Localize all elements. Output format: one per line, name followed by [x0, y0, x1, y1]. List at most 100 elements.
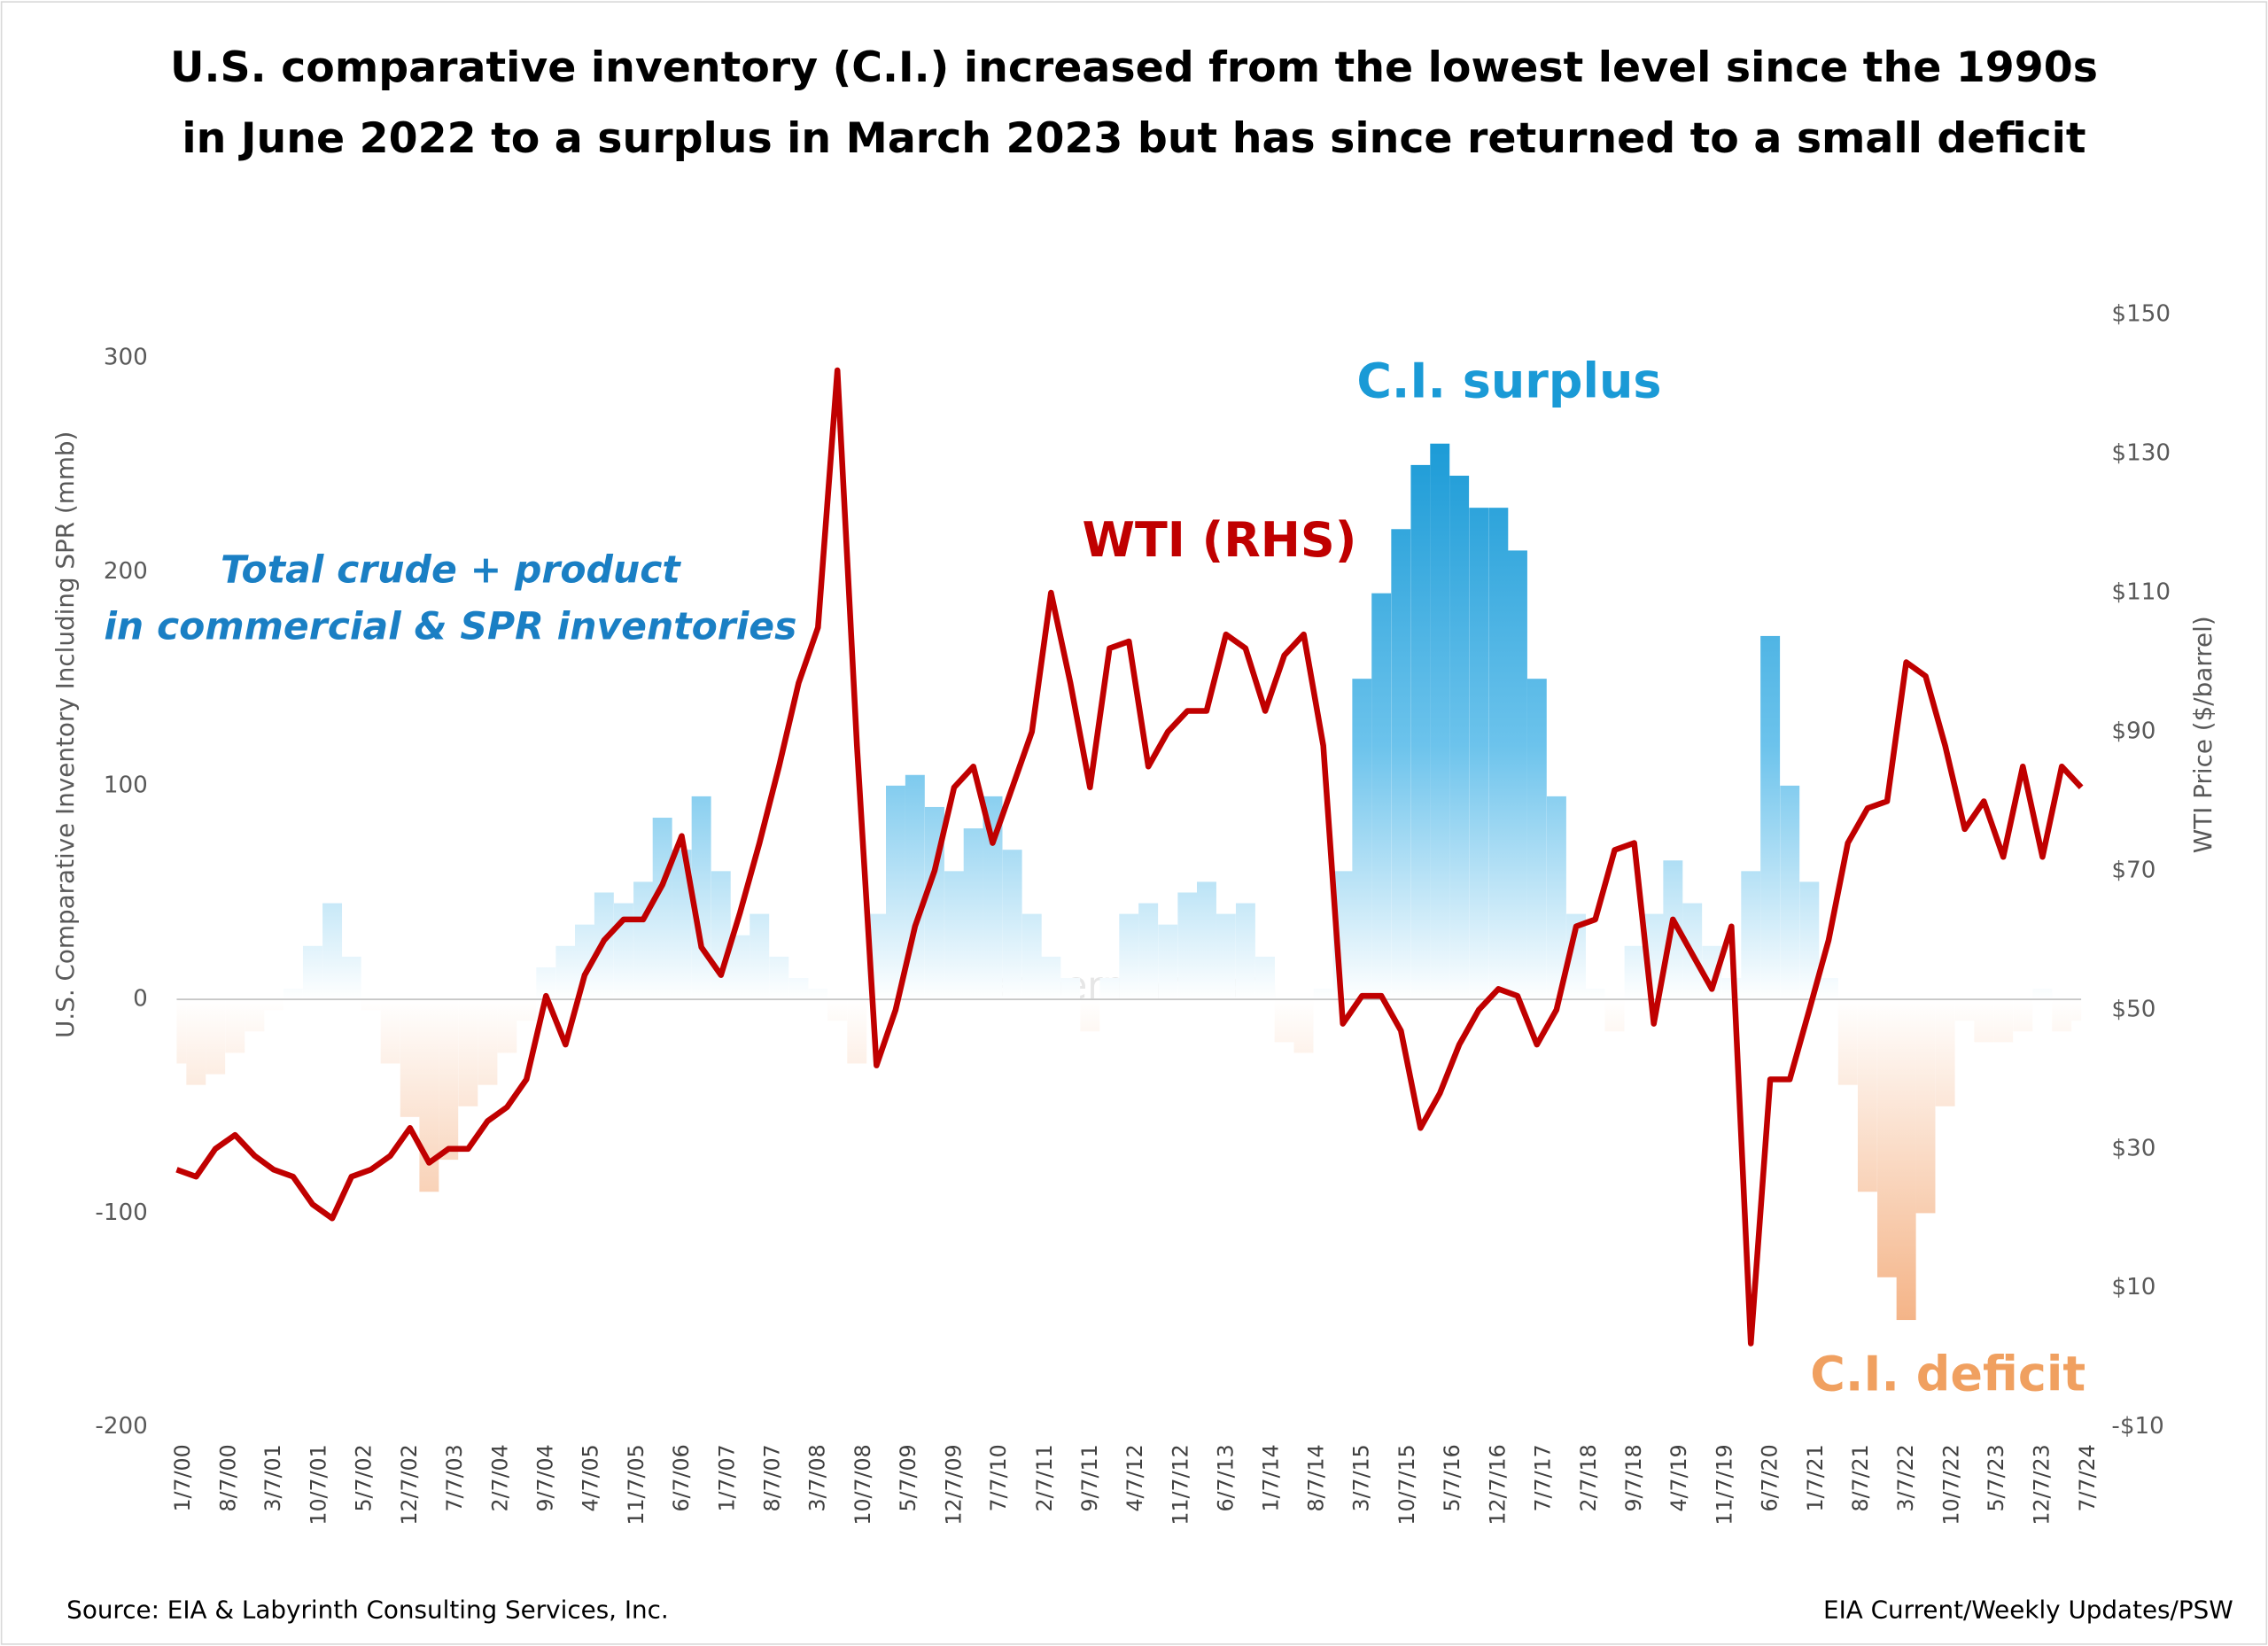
x-tick-label: 3/7/15: [1349, 1444, 1374, 1511]
x-tick-label: 1/7/14: [1259, 1444, 1284, 1511]
ci-bar: [2071, 999, 2082, 1021]
x-tick-label: 1/7/21: [1803, 1444, 1828, 1511]
x-tick-label: 12/7/23: [2030, 1444, 2054, 1525]
ci-bar: [1099, 977, 1120, 1000]
ci-bar: [730, 935, 750, 1000]
ci-bar: [1546, 796, 1566, 1000]
ci-bar: [439, 999, 459, 1161]
ci-bar: [1352, 679, 1372, 1000]
y-tick-label: 200: [104, 558, 148, 585]
ci-bar: [245, 999, 265, 1032]
annotation: C.I. surplus: [1356, 353, 1661, 408]
x-tick-label: 11/7/12: [1168, 1444, 1192, 1525]
ci-bar: [1313, 989, 1333, 1000]
ci-bar: [206, 999, 226, 1075]
wti-line: [175, 367, 2084, 1347]
x-tick-label: 12/7/02: [397, 1444, 422, 1525]
ci-bar: [478, 999, 498, 1085]
ci-bar: [517, 999, 537, 1021]
annotation: C.I. deficit: [1810, 1347, 2085, 1402]
ci-bar: [1915, 999, 1936, 1214]
y2-tick-label: $50: [2111, 996, 2155, 1022]
ci-bar: [963, 828, 983, 1000]
x-tick-label: 8/7/14: [1304, 1444, 1329, 1511]
x-tick-label: 7/7/03: [442, 1444, 467, 1511]
chart-title: U.S. comparative inventory (C.I.) increa…: [170, 43, 2098, 92]
ci-bar: [1449, 475, 1470, 1000]
y2-tick-label: $30: [2111, 1135, 2155, 1161]
y2-tick-label: $70: [2111, 857, 2155, 883]
y-tick-label: 100: [104, 772, 148, 798]
x-tick-label: 4/7/12: [1122, 1444, 1147, 1511]
annotation: WTI (RHS): [1082, 512, 1356, 568]
ci-bar: [808, 989, 828, 1000]
x-tick-label: 3/7/22: [1893, 1444, 1918, 1511]
chart-title: in June 2022 to a surplus in March 2023 …: [182, 114, 2085, 163]
x-tick-label: 1/7/00: [170, 1444, 195, 1511]
ci-bar: [1391, 529, 1411, 1000]
y-tick-label: -100: [95, 1200, 147, 1226]
x-tick-label: 5/7/09: [896, 1444, 920, 1511]
ci-bar: [1624, 945, 1644, 1000]
x-tick-label: 9/7/04: [533, 1444, 558, 1511]
ci-bar: [1021, 913, 1042, 1000]
x-tick-label: 3/7/01: [260, 1444, 285, 1511]
ci-bar: [225, 999, 245, 1053]
ci-bar: [691, 796, 711, 1000]
ci-bar: [1818, 977, 1838, 1000]
y2-tick-label: -$10: [2111, 1413, 2163, 1440]
source: EIA Current/Weekly Updates/PSW: [1823, 1595, 2233, 1624]
ci-bar: [2052, 999, 2072, 1032]
x-tick-label: 4/7/19: [1666, 1444, 1691, 1511]
x-tick-label: 2/7/04: [488, 1444, 513, 1511]
x-tick-label: 9/7/11: [1077, 1444, 1102, 1511]
ci-bar: [302, 945, 322, 1000]
annotation: Total crude + product: [221, 549, 681, 593]
ci-bar: [1837, 999, 1858, 1085]
x-tick-label: 10/7/15: [1394, 1444, 1419, 1525]
ci-bar: [1080, 999, 1100, 1032]
ci-bar: [1780, 785, 1800, 1000]
x-tick-label: 8/7/00: [215, 1444, 240, 1511]
x-tick-label: 5/7/02: [352, 1444, 377, 1511]
ci-bar: [536, 967, 556, 1000]
ci-bar: [983, 796, 1003, 1000]
ci-bar: [788, 977, 809, 1000]
ci-bar: [1293, 999, 1314, 1053]
ci-bar: [2013, 999, 2033, 1032]
ci-bar: [1896, 999, 1916, 1321]
ci-bar: [711, 871, 731, 1000]
ci-bar: [361, 999, 381, 1011]
x-tick-label: 12/7/09: [941, 1444, 966, 1525]
ci-bar: [827, 999, 848, 1021]
ci-bar: [555, 945, 576, 1000]
ci-bar: [1430, 443, 1450, 1000]
ci-bar: [1585, 989, 1605, 1000]
x-tick-label: 12/7/16: [1486, 1444, 1511, 1525]
ci-bar: [633, 881, 654, 1000]
ci-bar: [1993, 999, 2014, 1043]
y2-axis-label: WTI Price ($/barrel): [2188, 616, 2218, 853]
x-tick-label: 10/7/22: [1938, 1444, 1963, 1525]
y-tick-label: -200: [95, 1413, 147, 1440]
y2-tick-label: $130: [2111, 440, 2171, 467]
ci-bar: [400, 999, 420, 1117]
ci-bar: [750, 913, 770, 1000]
x-tick-label: 11/7/19: [1712, 1444, 1736, 1525]
ci-bar: [1060, 977, 1081, 1000]
ci-bar: [1158, 924, 1178, 1000]
ci-bar: [1799, 881, 1820, 1000]
ci-bar: [322, 903, 343, 1000]
ci-bar: [1235, 903, 1255, 1000]
ci-bar: [1138, 903, 1159, 1000]
ci-bar: [672, 850, 692, 1000]
x-tick-label: 5/7/16: [1440, 1444, 1464, 1511]
x-tick-label: 7/7/10: [986, 1444, 1011, 1511]
ci-bar: [1371, 593, 1392, 1000]
ci-bar: [575, 924, 594, 1000]
y2-tick-label: $110: [2111, 579, 2171, 606]
ci-bar: [380, 999, 400, 1064]
ci-bar: [1041, 956, 1061, 1000]
x-tick-label: 7/7/24: [2075, 1444, 2100, 1511]
